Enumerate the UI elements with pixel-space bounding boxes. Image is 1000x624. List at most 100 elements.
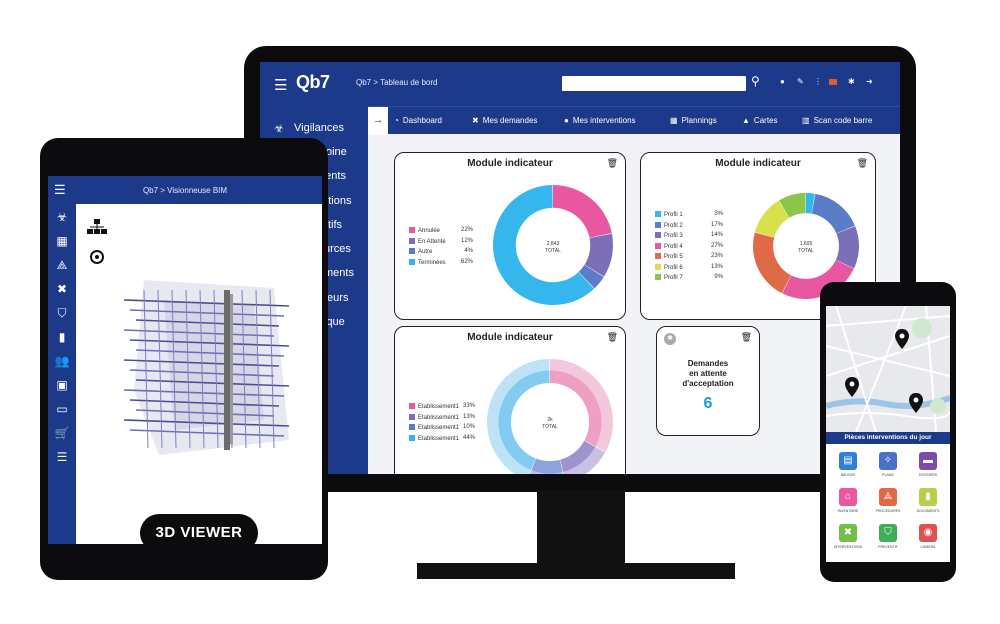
trash-icon[interactable]: 🗑: [606, 158, 618, 168]
trash-icon[interactable]: 🗑: [856, 158, 868, 168]
box-icon[interactable]: ▣: [56, 378, 68, 392]
search-icon[interactable]: ⚲: [751, 74, 760, 88]
tab-plannings[interactable]: ▦ Plannings: [670, 116, 717, 125]
phone-screen: Pièces interventions du jour ▤ BADGES ✧ …: [826, 306, 950, 562]
legend-swatch: [655, 232, 661, 238]
sidebar-item[interactable]: tifs: [328, 219, 343, 231]
sidebar-item[interactable]: ments: [324, 267, 354, 279]
sidebar-item[interactable]: teurs: [324, 292, 349, 304]
sidebar-item[interactable]: oine: [326, 146, 347, 158]
legend-value: 13%: [462, 413, 475, 420]
menu-icon[interactable]: ☰: [54, 182, 66, 197]
trash-icon[interactable]: 🗑: [740, 332, 752, 342]
tab-dashboard[interactable]: ◔ Dashboard: [394, 116, 442, 125]
donut-slice-outer[interactable]: [487, 359, 550, 474]
pending-requests-card[interactable]: ✱ 🗑 Demandes en attente d'acceptation 6: [656, 326, 760, 436]
tab-bar: → ◔ Dashboard ✖ Mes demandes ● Mes interven…: [368, 106, 900, 135]
donut-slice[interactable]: [753, 232, 791, 294]
hierarchy-icon[interactable]: [86, 218, 108, 236]
legend-value: 22%: [460, 227, 473, 233]
sidebar-item[interactable]: ique: [324, 316, 345, 328]
sidebar-item[interactable]: urces: [324, 243, 351, 255]
donut-slice-outer[interactable]: [563, 446, 606, 474]
edit-icon[interactable]: ✎: [797, 77, 804, 86]
donut-slice[interactable]: [835, 226, 859, 269]
legend-swatch: [655, 242, 661, 249]
grid-item-inventaire[interactable]: ⌂ INVENTAIRE: [828, 488, 868, 513]
trash-icon[interactable]: 🗑: [606, 332, 618, 342]
shield-icon[interactable]: ⛉: [57, 306, 67, 320]
users-icon[interactable]: 👥: [54, 354, 70, 368]
tab-scan-code-barre[interactable]: ▥ Scan code barre: [802, 116, 873, 125]
legend-item: Etablissement1 10%: [409, 424, 475, 435]
arrow-right-icon[interactable]: →: [368, 107, 388, 135]
map-pin-icon[interactable]: [844, 376, 860, 398]
chart-legend: Annulée 22% En Attente 12% Autre 4% Terminées 6…: [409, 227, 473, 269]
legend-item: Profil 4 27%: [655, 242, 723, 254]
tab-cartes[interactable]: ▲ Cartes: [742, 116, 778, 125]
settings-icon[interactable]: ✱: [664, 333, 676, 345]
grid-item-documents[interactable]: ▮ DOCUMENTS: [908, 488, 948, 513]
building-icon[interactable]: ▦: [56, 234, 68, 248]
legend-label: Etablissement1: [418, 404, 460, 410]
map-pin-icon[interactable]: [908, 392, 924, 414]
money-icon[interactable]: ▭: [56, 402, 68, 416]
donut-slice[interactable]: [811, 193, 855, 234]
indicator-card-2: Module indicateur 🗑 Profil 1 3% Profil 2 17…: [640, 152, 876, 320]
donut-slice[interactable]: [531, 458, 563, 474]
search-input[interactable]: [562, 76, 746, 91]
document-icon[interactable]: ▮: [58, 330, 66, 344]
donut-slice[interactable]: [493, 185, 595, 305]
list-icon[interactable]: ☰: [56, 450, 68, 464]
grid-item-dossiers[interactable]: ▬ DOSSIERS: [908, 452, 948, 477]
bim-viewer[interactable]: [76, 204, 322, 544]
flag-icon[interactable]: [829, 79, 837, 85]
donut-slice[interactable]: [578, 264, 604, 289]
grid-item-procedures[interactable]: ⟁ PROCEDURES: [868, 488, 908, 513]
legend-label: Profil 4: [664, 243, 683, 250]
donut-slice[interactable]: [584, 233, 613, 277]
more-icon[interactable]: ⋮: [814, 77, 822, 86]
donut-slice[interactable]: [550, 370, 602, 447]
bim-3d-model[interactable]: [104, 270, 304, 470]
donut-slice[interactable]: [553, 185, 612, 238]
donut-slice[interactable]: [754, 200, 790, 238]
grid-item-interventions[interactable]: ✖ INTERVENTIONS: [828, 524, 868, 549]
donut-slice[interactable]: [560, 440, 596, 472]
compass-icon[interactable]: ⟁: [56, 258, 68, 272]
donut-slice[interactable]: [806, 193, 815, 214]
grid-item-plans[interactable]: ✧ PLANS: [868, 452, 908, 477]
bim-pipe: [123, 299, 290, 307]
cart-icon[interactable]: 🛒: [54, 426, 70, 440]
user-gear-icon: ●: [564, 116, 569, 125]
donut-slice[interactable]: [498, 370, 550, 471]
gear-icon[interactable]: ✱: [848, 77, 855, 86]
app-logo[interactable]: Qb7: [296, 72, 330, 92]
donut-slice-outer[interactable]: [527, 470, 565, 474]
3d-viewer-button[interactable]: 3D VIEWER: [140, 514, 258, 544]
biohazard-icon[interactable]: ☣: [56, 210, 68, 224]
donut-slice-outer[interactable]: [550, 359, 613, 452]
tools-icon[interactable]: ✖: [56, 282, 68, 296]
grid-item-preventif[interactable]: ⛉ PREVENTIF: [868, 524, 908, 549]
grid-item-badges[interactable]: ▤ BADGES: [828, 452, 868, 477]
sidebar-item-vigilances[interactable]: Vigilances: [294, 122, 344, 134]
phone-map[interactable]: [826, 306, 950, 432]
donut-slice[interactable]: [779, 193, 806, 218]
grid-item-camera[interactable]: ◉ CAMERA: [908, 524, 948, 549]
bim-pipe: [129, 429, 285, 437]
biohazard-icon: ☣: [274, 123, 284, 135]
cube-rotate-icon[interactable]: [88, 248, 106, 266]
tab-mes-demandes[interactable]: ✖ Mes demandes: [472, 116, 538, 125]
legend-value: 9%: [714, 274, 723, 280]
breadcrumb: Qb7 > Visionneuse BIM: [142, 186, 228, 195]
chat-icon[interactable]: ●: [780, 77, 785, 86]
tablet-screen: ☰ Qb7 > Visionneuse BIM ☣ ▦ ⟁ ✖ ⛉ ▮ 👥 ▣ …: [48, 176, 322, 544]
menu-icon[interactable]: ☰: [274, 77, 288, 94]
legend-swatch: [409, 237, 415, 244]
map-pin-icon[interactable]: [894, 328, 910, 350]
logout-icon[interactable]: ➜: [866, 77, 873, 86]
legend-swatch: [409, 413, 415, 420]
tab-mes-interventions[interactable]: ● Mes interventions: [564, 116, 636, 125]
legend-label: En Attente: [418, 238, 446, 245]
